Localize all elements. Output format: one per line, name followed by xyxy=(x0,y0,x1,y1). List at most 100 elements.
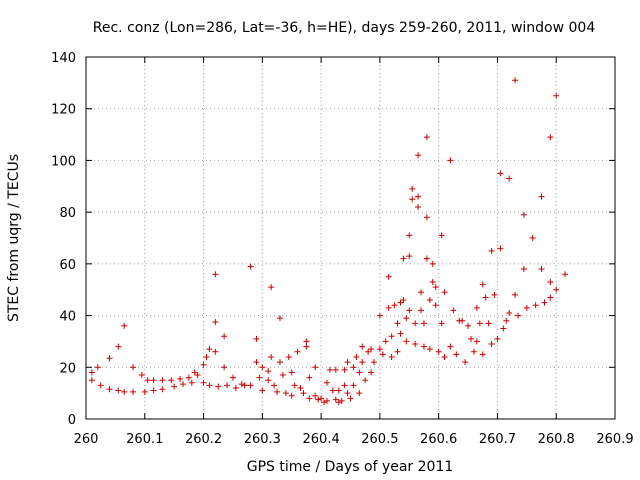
data-point xyxy=(438,320,445,327)
data-point xyxy=(388,353,395,360)
data-point xyxy=(276,315,283,322)
data-point xyxy=(497,245,504,252)
data-point xyxy=(341,366,348,373)
data-point xyxy=(306,374,313,381)
data-point xyxy=(423,134,430,141)
data-point xyxy=(94,364,101,371)
data-point xyxy=(259,387,266,394)
data-point xyxy=(400,255,407,262)
data-point xyxy=(406,232,413,239)
data-point xyxy=(274,388,281,395)
data-point xyxy=(512,291,519,298)
data-point xyxy=(562,271,569,278)
data-point xyxy=(259,364,266,371)
data-point xyxy=(121,388,128,395)
x-axis-label: GPS time / Days of year 2011 xyxy=(247,459,454,475)
data-point xyxy=(253,359,260,366)
data-point xyxy=(256,374,263,381)
data-point xyxy=(382,338,389,345)
data-point xyxy=(538,266,545,273)
chart-title: Rec. conz (Lon=286, Lat=-36, h=HE), days… xyxy=(93,20,596,36)
data-point xyxy=(465,322,472,329)
data-point xyxy=(391,302,398,309)
data-point xyxy=(323,379,330,386)
data-points xyxy=(88,77,569,406)
data-point xyxy=(141,388,148,395)
y-axis: 0 20 40 60 80 100 120 140 xyxy=(51,51,615,428)
data-point xyxy=(547,278,554,285)
data-point xyxy=(212,271,219,278)
data-point xyxy=(441,289,448,296)
data-point xyxy=(376,346,383,353)
data-point xyxy=(409,185,416,192)
data-point xyxy=(268,353,275,360)
data-point xyxy=(221,333,228,340)
data-point xyxy=(432,302,439,309)
data-point xyxy=(359,359,366,366)
data-point xyxy=(159,377,166,384)
data-point xyxy=(506,175,513,182)
y-tick-label: 40 xyxy=(59,310,76,325)
data-point xyxy=(450,307,457,314)
data-point xyxy=(323,397,330,404)
data-point xyxy=(241,382,248,389)
data-point xyxy=(541,299,548,306)
data-point xyxy=(497,170,504,177)
y-tick-label: 20 xyxy=(59,361,76,376)
data-point xyxy=(224,382,231,389)
data-point xyxy=(520,266,527,273)
x-tick-label: 260.5 xyxy=(361,432,398,447)
data-point xyxy=(426,346,433,353)
data-point xyxy=(356,369,363,376)
data-point xyxy=(130,364,137,371)
data-point xyxy=(353,353,360,360)
data-point xyxy=(168,377,175,384)
data-point xyxy=(441,353,448,360)
x-tick-label: 260.9 xyxy=(596,432,633,447)
data-point xyxy=(288,392,295,399)
data-point xyxy=(215,383,222,390)
data-point xyxy=(206,346,213,353)
x-tick-label: 260 xyxy=(74,432,99,447)
x-axis: 260 260.1 260.2 260.3 260.4 260.5 260.6 260.7 26… xyxy=(74,57,634,447)
data-point xyxy=(529,235,536,241)
data-point xyxy=(423,214,430,221)
data-point xyxy=(394,320,401,327)
data-point xyxy=(500,325,507,332)
data-point xyxy=(268,284,275,291)
data-point xyxy=(397,299,404,306)
data-point xyxy=(506,309,513,316)
data-point xyxy=(138,372,145,379)
data-point xyxy=(420,343,427,350)
data-point xyxy=(206,382,213,389)
data-point xyxy=(321,399,328,406)
data-point xyxy=(473,304,480,311)
data-point xyxy=(412,341,419,348)
data-point xyxy=(491,291,498,298)
data-point xyxy=(482,294,489,301)
data-point xyxy=(191,369,198,376)
data-point xyxy=(488,247,495,254)
data-point xyxy=(429,260,436,267)
data-point xyxy=(238,381,245,388)
x-tick-label: 260.2 xyxy=(185,432,222,447)
x-tick-label: 260.4 xyxy=(303,432,340,447)
data-point xyxy=(344,390,351,397)
data-point xyxy=(438,232,445,239)
data-point xyxy=(335,387,342,394)
data-point xyxy=(553,92,560,99)
data-point xyxy=(406,307,413,314)
data-point xyxy=(312,364,319,371)
data-point xyxy=(303,343,310,350)
data-point xyxy=(247,382,254,389)
data-point xyxy=(532,302,539,309)
data-point xyxy=(412,320,419,327)
data-point xyxy=(350,382,357,389)
data-point xyxy=(341,382,348,389)
data-point xyxy=(479,351,486,358)
data-point xyxy=(394,348,401,355)
data-point xyxy=(121,322,128,329)
data-point xyxy=(385,273,392,280)
data-point xyxy=(365,348,372,355)
